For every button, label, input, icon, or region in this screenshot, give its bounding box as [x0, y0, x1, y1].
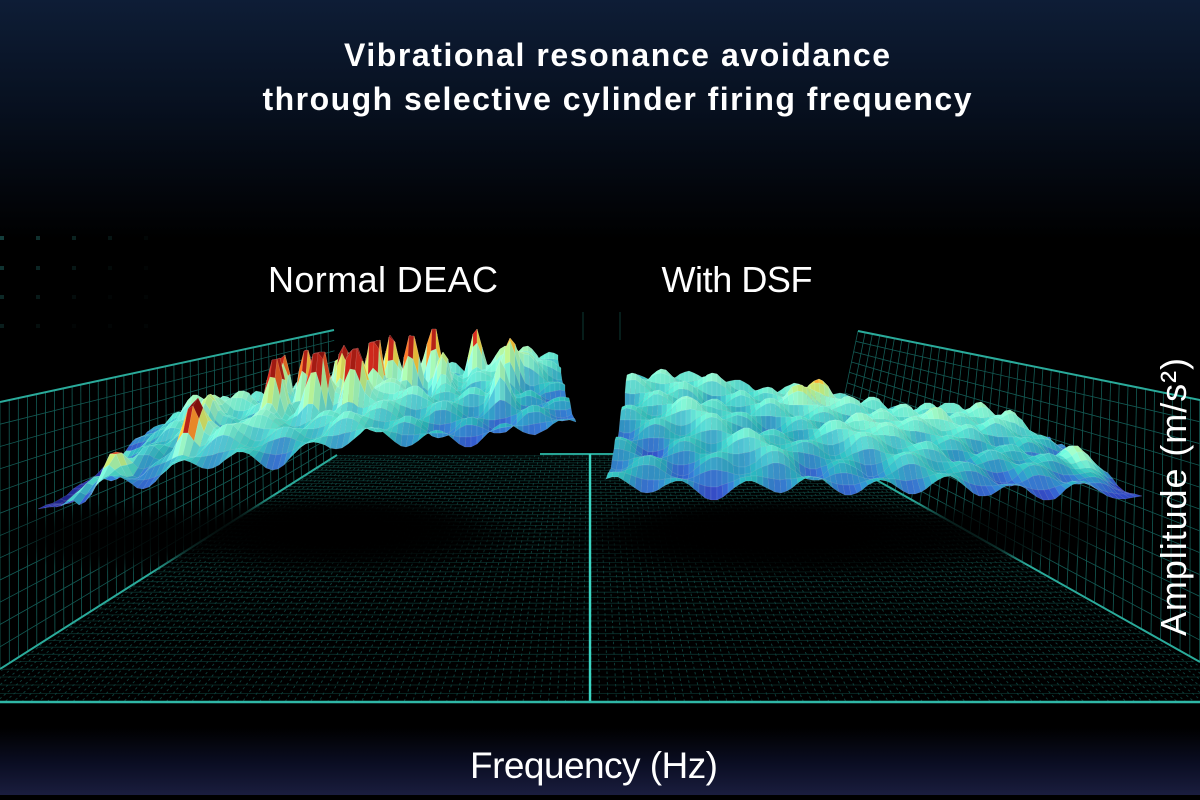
svg-text:With DSF: With DSF: [662, 259, 813, 300]
svg-text:Vibrational resonance avoidanc: Vibrational resonance avoidance: [344, 37, 890, 73]
svg-text:through selective cylinder fir: through selective cylinder firing freque…: [263, 81, 972, 117]
svg-text:Amplitude (m/s²): Amplitude (m/s²): [1153, 358, 1194, 636]
svg-text:Normal DEAC: Normal DEAC: [268, 259, 498, 300]
svg-text:Frequency (Hz): Frequency (Hz): [470, 745, 718, 786]
